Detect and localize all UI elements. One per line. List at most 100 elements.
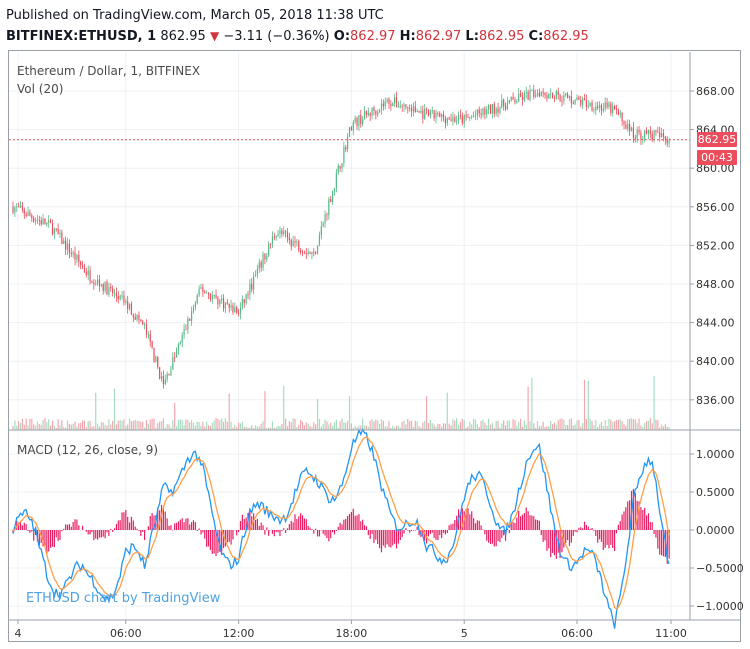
macd-histogram-bar <box>102 530 104 537</box>
volume-bar <box>102 422 104 430</box>
axes: 868.00864.00860.00856.00852.00848.00844.… <box>9 52 744 640</box>
candle-body <box>536 92 539 96</box>
candle-body <box>234 307 236 313</box>
candle-body <box>300 250 302 253</box>
candle-body <box>561 100 563 102</box>
candle-body <box>332 191 334 203</box>
volume-bar <box>363 425 366 430</box>
volume-bar <box>587 380 589 430</box>
candle-body <box>179 342 181 344</box>
macd-histogram-bar <box>106 530 108 533</box>
macd-histogram-bar <box>401 530 403 538</box>
volume-bar <box>70 424 72 430</box>
macd-histogram-bar <box>256 518 258 530</box>
candle-body <box>373 107 375 111</box>
candle-body <box>260 262 262 268</box>
candle-body <box>264 254 266 260</box>
macd-histogram-bar <box>595 530 597 536</box>
macd-histogram-bar <box>489 530 492 545</box>
volume-bar <box>245 426 247 430</box>
candle-body <box>444 118 446 124</box>
macd-histogram-bar <box>63 528 65 530</box>
macd-histogram-bar <box>271 530 274 534</box>
macd-histogram-bar <box>19 521 22 530</box>
volume-bar <box>243 426 245 430</box>
candle-body <box>348 127 351 137</box>
volume-bar <box>136 420 138 430</box>
candle-body <box>296 241 298 243</box>
volume-bar <box>204 426 206 430</box>
candle-body <box>367 112 369 115</box>
volume-bar <box>294 418 296 430</box>
volume-bar <box>645 421 648 430</box>
macd-histogram-bar <box>288 524 290 530</box>
candle-body <box>78 255 80 262</box>
macd-histogram-bar <box>112 530 114 532</box>
candle-body <box>85 271 87 275</box>
volume-bar <box>153 418 155 430</box>
macd-histogram-bar <box>644 507 646 530</box>
candle-body <box>313 252 315 253</box>
volume-bar <box>591 420 593 430</box>
macd-histogram-bar <box>185 518 187 530</box>
volume-bar <box>367 426 369 430</box>
candle-body <box>298 241 300 251</box>
macd-histogram-bar <box>140 530 142 536</box>
volume-bar <box>309 425 311 430</box>
candle-body <box>153 348 155 362</box>
volume-bar <box>435 426 437 430</box>
macd-histogram-bar <box>98 530 101 538</box>
candle-body <box>657 131 659 133</box>
candle-body <box>130 303 133 315</box>
volume-bar <box>222 421 225 430</box>
volume-bar <box>232 427 234 430</box>
macd-histogram-bar <box>87 530 89 535</box>
volume-bar <box>399 427 401 430</box>
macd-histogram-bar <box>305 519 307 530</box>
volume-bar <box>414 420 416 430</box>
volume-bar <box>268 427 270 430</box>
candle-body <box>574 100 576 104</box>
volume-bar <box>189 422 191 430</box>
volume-bar <box>27 425 29 430</box>
candle-body <box>467 116 469 118</box>
volume-bar <box>664 424 666 430</box>
volume-bar <box>380 419 383 430</box>
candle-body <box>375 110 377 115</box>
macd-histogram-bar <box>307 525 309 530</box>
volume-bar <box>260 423 262 430</box>
candle-body <box>647 130 650 134</box>
volume-bar <box>542 421 544 430</box>
candle-body <box>175 349 178 358</box>
volume-bar <box>104 424 106 430</box>
candle-body <box>66 243 69 250</box>
candle-body <box>83 267 86 272</box>
macd-histogram-bar <box>209 530 211 550</box>
candle-body <box>51 223 54 235</box>
candle-body <box>162 375 164 385</box>
volume-bar <box>18 421 20 430</box>
macd-histogram-bar <box>399 530 401 541</box>
candle-body <box>563 95 565 101</box>
candle-body <box>243 299 245 304</box>
macd-histogram-bar <box>456 515 458 530</box>
symbol-label[interactable]: BITFINEX:ETHUSD, 1 <box>6 29 157 44</box>
candle-body <box>456 120 458 122</box>
macd-histogram-bar <box>405 527 407 530</box>
macd-histogram-bar <box>281 530 283 532</box>
volume-bar <box>375 419 377 430</box>
volume-bar <box>598 424 601 430</box>
macd-histogram-bar <box>661 530 663 556</box>
candle-body <box>632 127 634 138</box>
macd-histogram-bar <box>179 519 181 530</box>
candle-body <box>452 117 454 121</box>
macd-histogram-bar <box>367 530 369 536</box>
candle-body <box>446 117 448 124</box>
volume-label: Vol (20) <box>17 82 63 96</box>
price-tick-label: 840.00 <box>696 355 735 368</box>
candle-body <box>418 111 420 113</box>
candle-body <box>578 97 580 100</box>
macd-histogram-bar <box>266 527 268 530</box>
volume-bar <box>106 425 108 430</box>
